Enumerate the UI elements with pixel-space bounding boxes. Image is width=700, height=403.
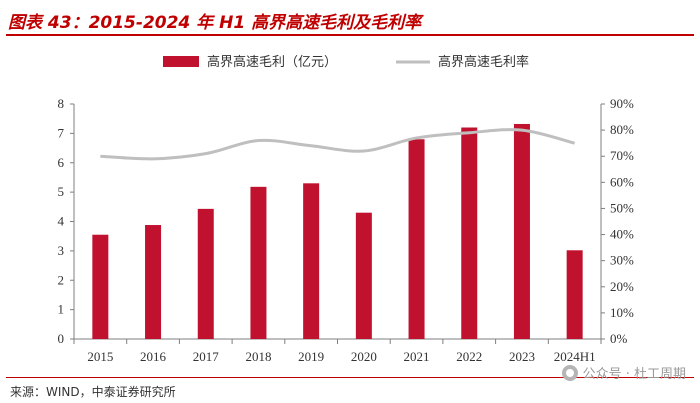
- axes: 0123456780%10%20%30%40%50%60%70%80%90%20…: [58, 96, 635, 364]
- margin-line: [100, 128, 576, 161]
- x-tick-label: 2023: [509, 349, 535, 364]
- left-tick-label: 6: [58, 155, 65, 170]
- legend-bar-label: 高界高速毛利（亿元）: [207, 54, 337, 70]
- bar: [303, 183, 320, 339]
- bar-series: [92, 123, 583, 339]
- chart-title: 图表 43：2015-2024 年 H1 高界高速毛利及毛利率: [8, 13, 422, 33]
- line-series: [100, 128, 576, 161]
- x-tick-label: 2019: [298, 349, 324, 364]
- legend-line-label: 高界高速毛利率: [438, 54, 529, 70]
- bar: [250, 186, 267, 339]
- right-tick-label: 40%: [610, 227, 634, 242]
- x-tick-label: 2021: [404, 349, 430, 364]
- right-tick-label: 90%: [610, 96, 634, 111]
- legend-bar-swatch: [163, 56, 199, 67]
- right-tick-label: 10%: [610, 305, 634, 320]
- x-tick-label: 2016: [140, 349, 167, 364]
- right-tick-label: 70%: [610, 148, 634, 163]
- x-tick-label: 2017: [193, 349, 220, 364]
- bar: [513, 123, 530, 339]
- bar: [145, 225, 162, 339]
- left-tick-label: 5: [58, 184, 65, 199]
- right-tick-label: 50%: [610, 200, 634, 215]
- left-tick-label: 2: [58, 272, 65, 287]
- footer-divider: [6, 377, 694, 378]
- chart-svg: 高界高速毛利（亿元） 高界高速毛利率 0123456780%10%20%30%40…: [58, 54, 635, 364]
- bar: [566, 250, 583, 339]
- right-tick-label: 0%: [610, 331, 628, 346]
- title-bar: 图表 43：2015-2024 年 H1 高界高速毛利及毛利率: [0, 0, 700, 36]
- bar: [408, 139, 425, 339]
- watermark: 公众号 · 杜工周期: [561, 363, 686, 382]
- bar: [197, 208, 214, 339]
- title-divider: [6, 34, 694, 36]
- x-tick-label: 2018: [245, 349, 271, 364]
- bar: [92, 234, 109, 339]
- legend: 高界高速毛利（亿元） 高界高速毛利率: [163, 54, 529, 70]
- left-tick-label: 0: [58, 331, 65, 346]
- right-tick-label: 30%: [610, 253, 634, 268]
- left-tick-label: 8: [58, 96, 65, 111]
- x-tick-label: 2022: [456, 349, 482, 364]
- watermark-text: 公众号 · 杜工周期: [582, 367, 686, 382]
- x-tick-label: 2024H1: [554, 349, 596, 364]
- left-tick-label: 7: [58, 125, 65, 140]
- source-note: 来源：WIND，中泰证券研究所: [10, 385, 176, 399]
- left-tick-label: 3: [58, 243, 65, 258]
- left-tick-label: 4: [58, 214, 65, 229]
- x-tick-label: 2020: [351, 349, 377, 364]
- wechat-icon: [561, 364, 578, 381]
- right-tick-label: 60%: [610, 174, 634, 189]
- left-tick-label: 1: [58, 302, 65, 317]
- right-tick-label: 20%: [610, 279, 634, 294]
- right-tick-label: 80%: [610, 122, 634, 137]
- x-tick-label: 2015: [87, 349, 113, 364]
- bar: [355, 212, 372, 339]
- bar: [461, 127, 478, 339]
